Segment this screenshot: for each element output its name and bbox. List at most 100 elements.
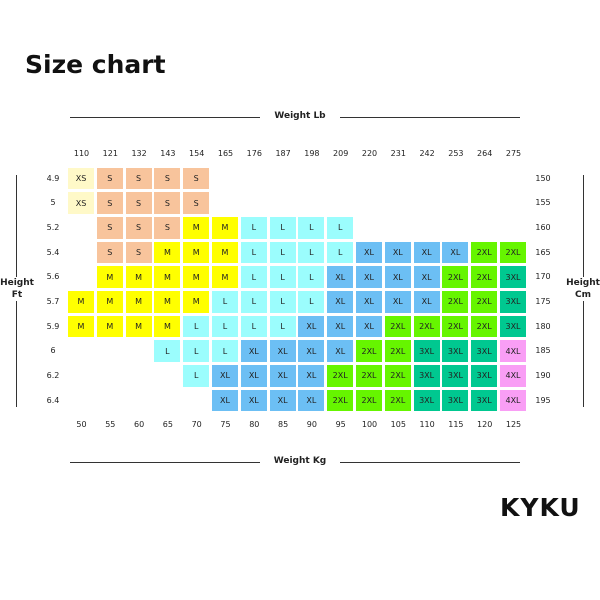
tick-height-ft: 5.4 (46, 247, 60, 257)
size-cell: 2XL (441, 314, 470, 339)
tick-weight-lb: 165 (217, 149, 234, 158)
size-cell: XL (239, 388, 268, 413)
tick-weight-kg: 105 (390, 420, 406, 429)
size-cell: XL (355, 314, 383, 339)
size-cell: L (211, 339, 239, 364)
size-cell: L (297, 215, 326, 240)
size-cell: S (182, 166, 211, 191)
size-cell: L (182, 364, 211, 388)
tick-height-cm: 190 (535, 371, 551, 381)
size-cell: M (182, 215, 211, 240)
right-axis-label: Height Cm (562, 277, 600, 301)
size-cell: M (153, 290, 182, 314)
tick-height-ft: 5 (50, 198, 56, 208)
tick-height-cm: 150 (535, 173, 551, 183)
tick-weight-kg: 100 (361, 420, 378, 429)
size-cell: L (153, 339, 182, 364)
tick-height-cm: 185 (535, 346, 551, 356)
tick-weight-kg: 65 (162, 420, 173, 429)
size-cell: S (95, 215, 124, 240)
size-cell: 2XL (326, 388, 355, 413)
size-cell: 2XL (355, 388, 383, 413)
size-cell: L (239, 290, 268, 314)
tick-weight-kg: 75 (220, 420, 231, 429)
size-cell: M (124, 314, 153, 339)
tick-weight-lb: 275 (505, 149, 522, 158)
size-cell: M (153, 314, 182, 339)
size-cell: 2XL (470, 240, 499, 265)
tick-weight-lb: 176 (246, 149, 262, 158)
size-cell: L (268, 265, 297, 289)
size-cell: S (95, 240, 124, 265)
tick-height-cm: 160 (535, 222, 551, 232)
size-cell: 2XL (441, 290, 470, 314)
size-cell: 3XL (441, 388, 470, 413)
size-cell: M (211, 265, 239, 289)
size-cell: XL (239, 364, 268, 388)
size-cell: L (297, 240, 326, 265)
tick-weight-kg: 50 (76, 420, 87, 429)
size-cell: XL (383, 240, 412, 265)
top-axis-label: Weight Lb (274, 111, 326, 121)
size-cell: 3XL (412, 364, 441, 388)
size-cell: XL (326, 290, 355, 314)
size-cell: XL (412, 240, 441, 265)
size-cell: XL (211, 388, 239, 413)
tick-weight-kg: 120 (477, 420, 493, 429)
tick-weight-kg: 115 (448, 420, 464, 429)
tick-weight-lb: 143 (160, 149, 176, 158)
size-cell: S (124, 240, 153, 265)
page-title: Size chart (25, 50, 166, 79)
size-cell: 2XL (355, 364, 383, 388)
tick-height-ft: 5.2 (46, 222, 60, 232)
size-cell: S (124, 191, 153, 215)
tick-weight-kg: 60 (134, 420, 145, 429)
tick-height-cm: 155 (535, 198, 551, 208)
size-cell: L (182, 339, 211, 364)
size-cell: 3XL (441, 339, 470, 364)
tick-height-cm: 180 (535, 321, 551, 331)
bottom-axis-line-left (70, 462, 260, 463)
size-cell: L (297, 265, 326, 289)
tick-weight-lb: 253 (448, 149, 464, 158)
size-cell: M (95, 265, 124, 289)
size-cell: S (153, 191, 182, 215)
tick-height-cm: 170 (535, 272, 551, 282)
tick-weight-kg: 90 (306, 420, 317, 429)
size-cell: 2XL (383, 364, 412, 388)
size-cell: XL (383, 265, 412, 289)
size-cell: L (239, 314, 268, 339)
tick-weight-kg: 110 (419, 420, 435, 429)
size-cell: 2XL (326, 364, 355, 388)
size-cell: 4XL (499, 388, 527, 413)
size-cell: L (182, 314, 211, 339)
size-cell: L (239, 265, 268, 289)
size-cell: M (182, 265, 211, 289)
size-cell: 3XL (499, 265, 527, 289)
tick-weight-lb: 132 (131, 149, 147, 158)
tick-weight-kg: 80 (249, 420, 260, 429)
size-cell: L (239, 240, 268, 265)
size-cell: S (95, 191, 124, 215)
size-cell: 3XL (470, 339, 499, 364)
size-cell: M (182, 290, 211, 314)
size-cell: 2XL (470, 290, 499, 314)
size-cell: L (268, 314, 297, 339)
size-cell: L (268, 215, 297, 240)
tick-weight-lb: 110 (73, 149, 90, 158)
size-cell: XL (326, 265, 355, 289)
size-cell: 3XL (441, 364, 470, 388)
right-axis-label-line1: Height (566, 278, 600, 288)
size-cell: L (239, 215, 268, 240)
right-axis-label-line2: Cm (575, 290, 591, 300)
tick-weight-kg: 55 (105, 420, 116, 429)
size-cell: XL (268, 364, 297, 388)
size-cell: 3XL (499, 314, 527, 339)
size-cell: XS (67, 191, 95, 215)
size-cell: M (211, 240, 239, 265)
size-cell: 2XL (499, 240, 527, 265)
size-cell: XL (412, 290, 441, 314)
tick-height-ft: 6.4 (46, 395, 60, 405)
size-cell: XS (67, 166, 95, 191)
size-cell: XL (297, 388, 326, 413)
